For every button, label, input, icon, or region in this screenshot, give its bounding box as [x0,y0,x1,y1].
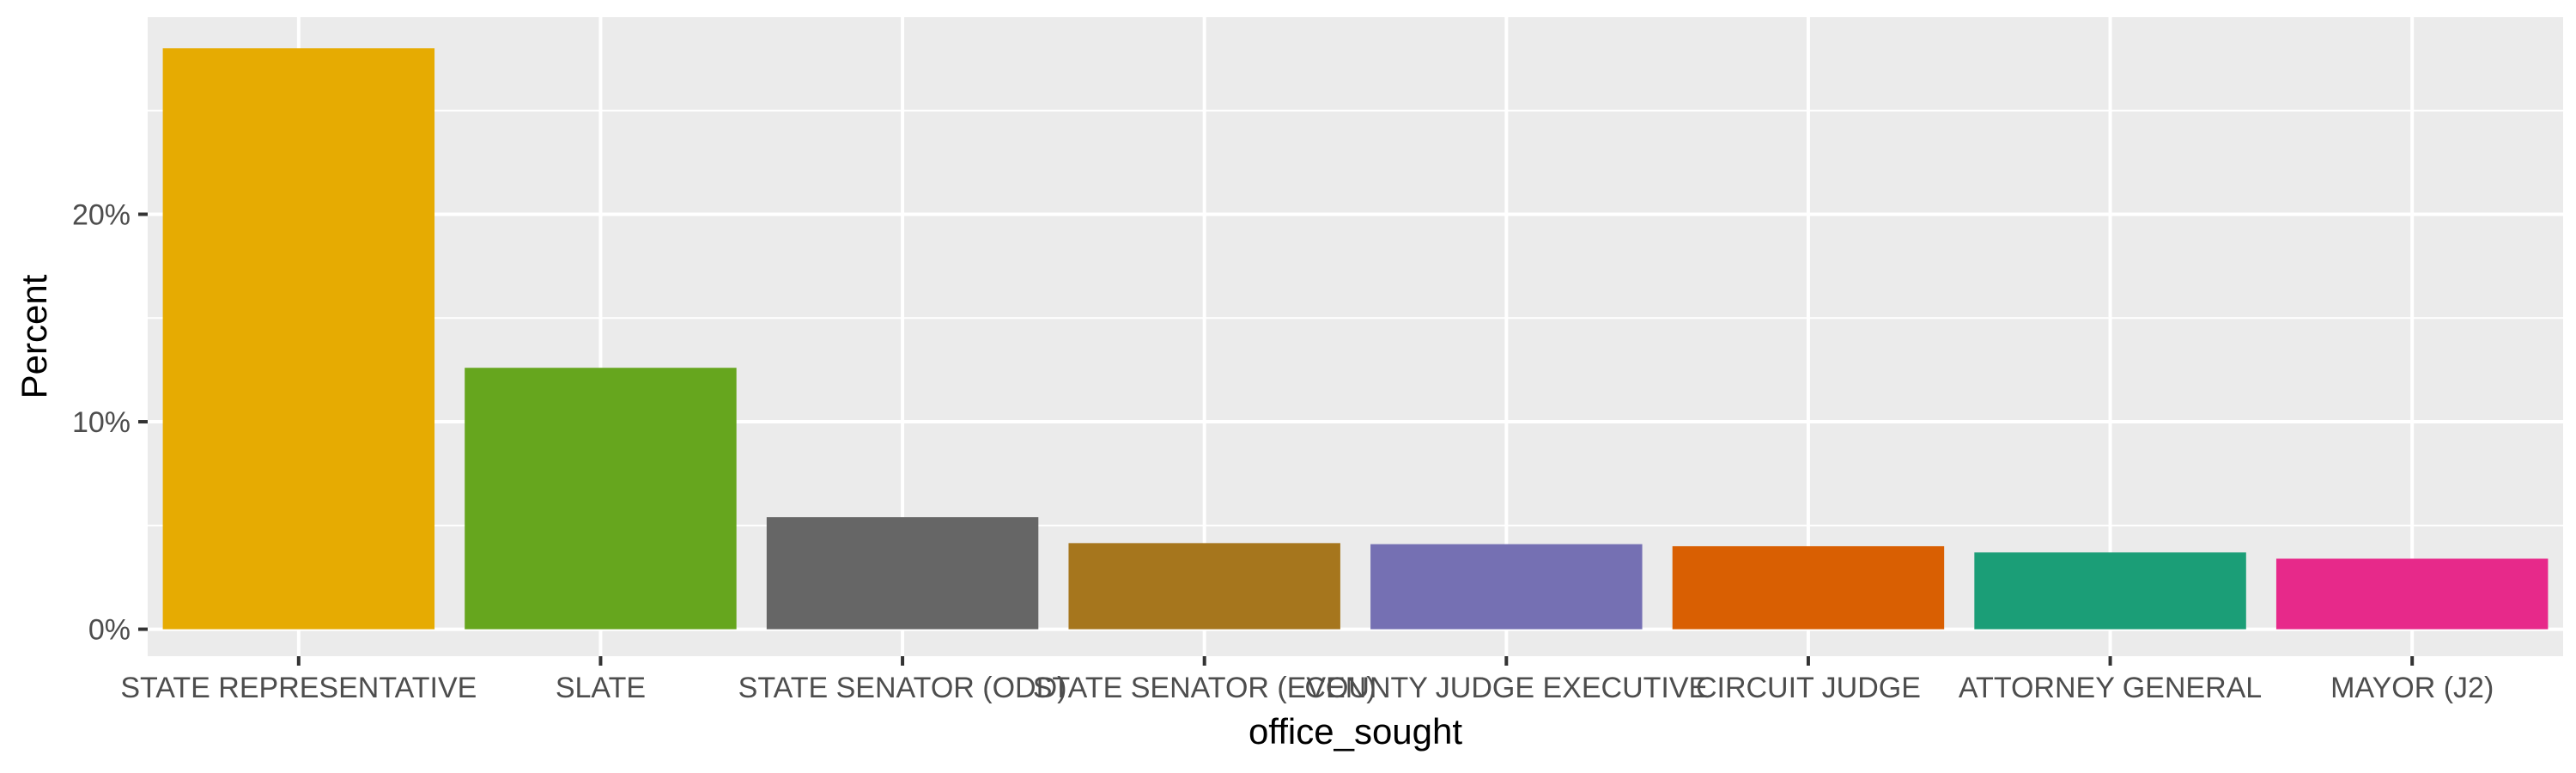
y-axis: 0% 10% 20% [72,198,148,647]
bar [162,48,435,630]
x-tick-label: STATE REPRESENTATIVE [120,672,477,704]
bar [766,517,1039,630]
x-tick-label: MAYOR (J2) [2330,672,2494,704]
x-tick-label: SLATE [556,672,646,704]
x-tick-label: COUNTY JUDGE EXECUTIVE [1304,672,1708,704]
y-axis-title: Percent [14,274,54,399]
x-tick-label: STATE SENATOR (ODD) [738,672,1067,704]
y-tick-label: 0% [88,614,131,647]
bar [2275,558,2549,630]
y-tick-label: 10% [72,406,131,439]
bar [1974,552,2246,630]
x-tick-label: ATTORNEY GENERAL [1959,672,2262,704]
bar [1370,544,1643,630]
bars [162,48,2549,630]
x-tick-label: CIRCUIT JUDGE [1696,672,1921,704]
bar [1068,543,1340,630]
x-axis: STATE REPRESENTATIVE SLATE STATE SENATOR (… [120,656,2494,704]
x-axis-title: office_sought [1249,711,1462,752]
y-tick-label: 20% [72,198,131,231]
bar [1672,545,1945,630]
bar [465,368,737,630]
x-tick-label: STATE SENATOR (EVEN) [1033,672,1376,704]
